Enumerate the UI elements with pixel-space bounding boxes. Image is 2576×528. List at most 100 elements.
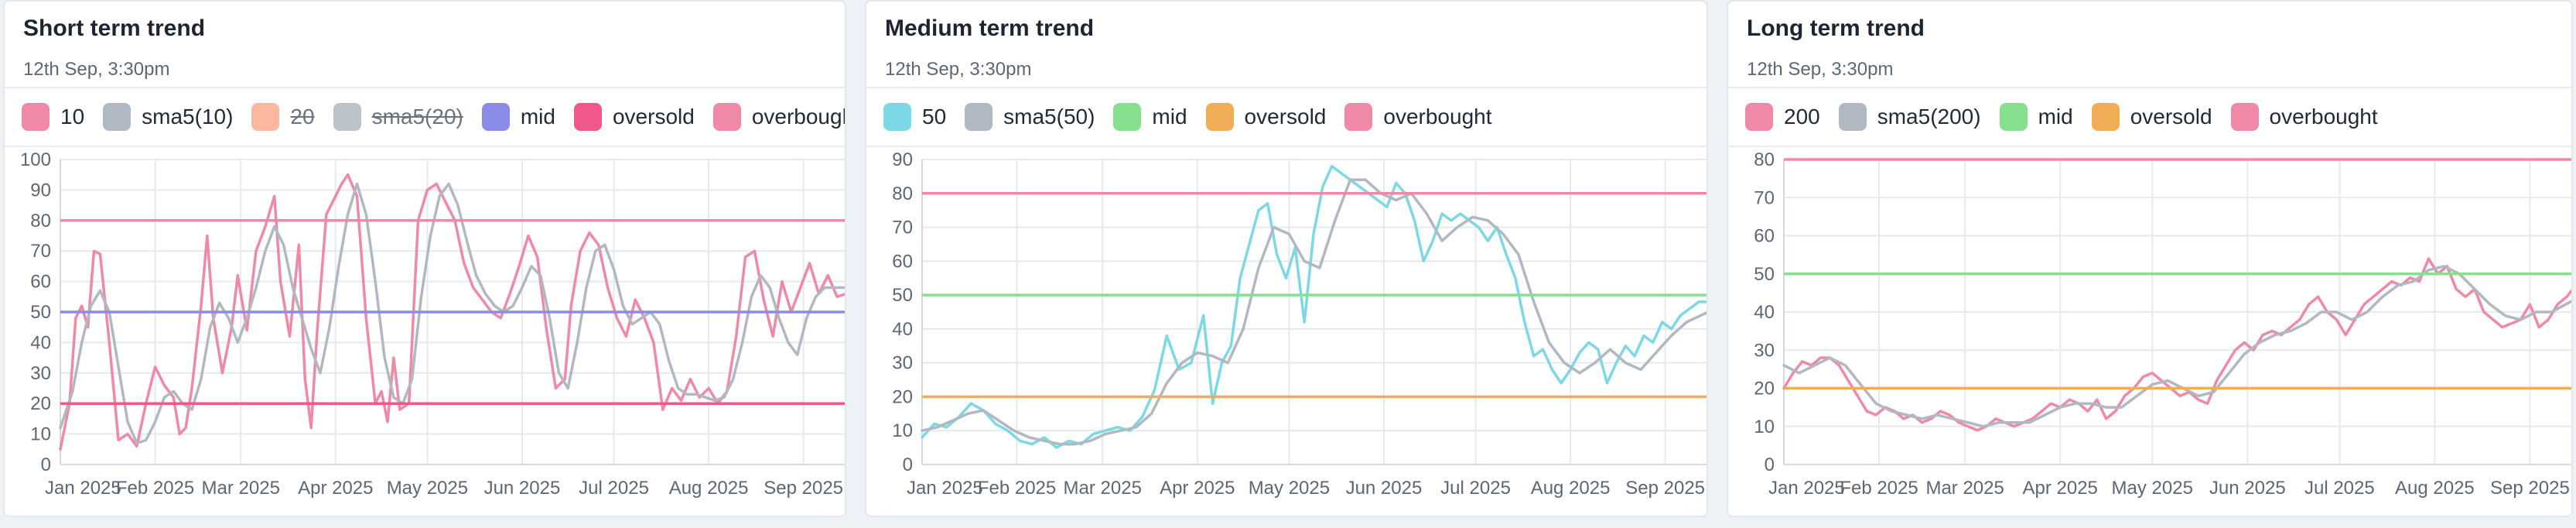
legend-item-sma5-200[interactable]: sma5(200) (1838, 103, 1981, 131)
series-layer (921, 165, 1707, 449)
legend-swatch (1113, 103, 1142, 131)
y-tick-label: 60 (1754, 226, 1775, 247)
legend-label: mid (1152, 105, 1187, 129)
legend-label: sma5(20) (371, 105, 463, 129)
legend-item-overbought[interactable]: overbought (712, 103, 845, 131)
y-tick-label: 50 (1754, 264, 1775, 285)
reference-layer (1784, 158, 2571, 390)
legend-item-20[interactable]: 20 (251, 103, 315, 131)
legend-item-sma5-20[interactable]: sma5(20) (333, 103, 463, 131)
x-tick-label: Feb 2025 (116, 478, 194, 499)
legend-item-oversold[interactable]: oversold (573, 103, 695, 131)
grid (921, 159, 1707, 465)
legend-label: sma5(200) (1877, 105, 1981, 129)
panel-header: Long term trend 12th Sep, 3:30pm (1728, 2, 2571, 88)
legend-item-mid[interactable]: mid (1999, 103, 2073, 131)
legend-swatch (1344, 103, 1373, 131)
panel-title: Medium term trend (885, 15, 1095, 41)
x-tick-label: Mar 2025 (1064, 478, 1142, 499)
x-tick-label: Jul 2025 (579, 478, 649, 499)
y-tick-label: 20 (1754, 379, 1775, 399)
y-tick-label: 70 (1754, 187, 1775, 208)
y-tick-label: 20 (892, 386, 913, 407)
y-tick-label: 30 (30, 363, 51, 384)
x-tick-label: Jan 2025 (45, 478, 121, 499)
y-tick-label: 20 (30, 393, 51, 414)
x-tick-label: Jan 2025 (1768, 478, 1845, 499)
legend-item-mid[interactable]: mid (1113, 103, 1187, 131)
x-tick-label: Jul 2025 (2304, 478, 2375, 499)
legend-label: oversold (1244, 105, 1327, 129)
legend-swatch (2230, 103, 2259, 131)
x-tick-label: Feb 2025 (1840, 478, 1918, 499)
y-tick-label: 90 (892, 149, 913, 170)
legend-item-overbought[interactable]: overbought (2230, 103, 2378, 131)
y-tick-label: 80 (1754, 149, 1775, 170)
legend-swatch (573, 103, 602, 131)
series-line-sma5-50 (921, 178, 1707, 446)
legend-label: 50 (922, 105, 947, 129)
legend-item-oversold[interactable]: oversold (1205, 103, 1327, 131)
x-tick-label: Jun 2025 (2209, 478, 2286, 499)
legend-label: mid (520, 105, 555, 129)
legend-item-10[interactable]: 10 (22, 103, 84, 131)
legend-swatch (103, 103, 132, 131)
series-line-50 (921, 165, 1707, 449)
legend-item-sma5-10[interactable]: sma5(10) (103, 103, 233, 131)
legend-item-oversold[interactable]: oversold (2091, 103, 2212, 131)
legend-swatch (22, 103, 50, 131)
x-tick-label: Jun 2025 (1346, 478, 1423, 499)
series-line-200 (1782, 257, 2571, 432)
legend-label: 10 (60, 105, 85, 129)
y-tick-label: 40 (30, 332, 51, 353)
y-tick-label: 60 (892, 251, 913, 272)
y-tick-label: 50 (30, 302, 51, 323)
legend-swatch (1999, 103, 2028, 131)
y-tick-label: 10 (1754, 417, 1775, 437)
x-tick-label: May 2025 (1249, 478, 1330, 499)
y-tick-label: 30 (1754, 340, 1775, 361)
x-tick-label: Mar 2025 (1925, 478, 2004, 499)
panel-title: Long term trend (1747, 15, 1925, 41)
legend-label: 20 (290, 105, 315, 129)
panel-header: Short term trend 12th Sep, 3:30pm (5, 2, 845, 88)
x-tick-label: Sep 2025 (2490, 478, 2570, 499)
legend-label: sma5(50) (1003, 105, 1095, 129)
legend-label: oversold (612, 105, 695, 129)
reference-layer (922, 192, 1707, 399)
panel-title: Short term trend (23, 15, 206, 41)
y-tick-label: 70 (892, 218, 913, 238)
panel-short-term-trend: Short term trend 12th Sep, 3:30pm 10 sma5… (3, 0, 846, 517)
legend-item-overbought[interactable]: overbought (1344, 103, 1492, 131)
legend-item-sma5-50[interactable]: sma5(50) (965, 103, 1095, 131)
legend-label: 200 (1784, 105, 1820, 129)
y-tick-label: 60 (30, 272, 51, 293)
legend-label: oversold (2130, 105, 2212, 129)
x-tick-label: Aug 2025 (669, 478, 749, 499)
y-tick-label: 40 (1754, 302, 1775, 323)
legend: 10 sma5(10) 20 sma5(20) mid oversold overbough… (5, 88, 845, 147)
legend-label: mid (2038, 105, 2073, 129)
y-tick-label: 10 (892, 420, 913, 441)
x-tick-label: Jan 2025 (907, 478, 983, 499)
legend-swatch (481, 103, 510, 131)
legend-swatch (965, 103, 993, 131)
panel-subtitle: 12th Sep, 3:30pm (885, 59, 1032, 80)
x-tick-label: Apr 2025 (2022, 478, 2097, 499)
y-tick-label: 80 (30, 211, 51, 231)
panel-long-term-trend: Long term trend 12th Sep, 3:30pm 200 sma5… (1727, 0, 2573, 517)
x-tick-label: Jul 2025 (1440, 478, 1511, 499)
panel-medium-term-trend: Medium term trend 12th Sep, 3:30pm 50 sma… (865, 0, 1708, 517)
y-tick-label: 0 (41, 454, 51, 475)
legend-swatch (1205, 103, 1234, 131)
legend-item-200[interactable]: 200 (1745, 103, 1820, 131)
legend-label: overbought (1383, 105, 1492, 129)
reference-layer (60, 219, 845, 405)
y-tick-label: 90 (30, 180, 51, 201)
series-line-10 (59, 173, 845, 451)
legend: 50 sma5(50) mid oversold overbought (866, 88, 1707, 147)
legend-item-50[interactable]: 50 (883, 103, 946, 131)
legend-item-mid[interactable]: mid (481, 103, 555, 131)
y-tick-label: 30 (892, 353, 913, 374)
